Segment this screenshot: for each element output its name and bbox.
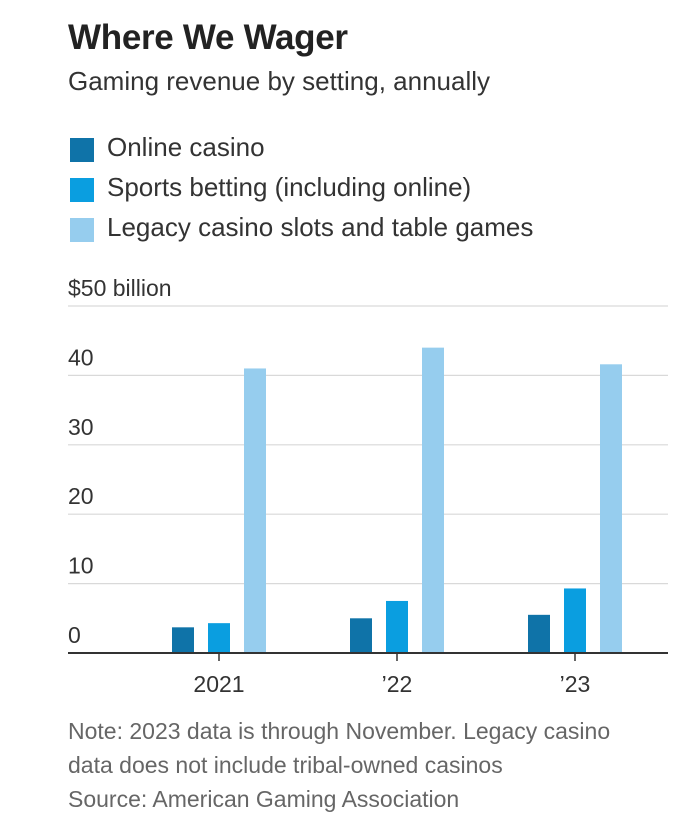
legend-label-legacy-casino: Legacy casino slots and table games bbox=[107, 212, 534, 242]
chart-title: Where We Wager bbox=[68, 18, 348, 57]
y-tick-label-0: 0 bbox=[68, 622, 81, 648]
y-tick-label-50: $50 billion bbox=[68, 275, 172, 301]
legend-label-online-casino: Online casino bbox=[107, 132, 265, 162]
y-tick-label-30: 30 bbox=[68, 414, 94, 440]
bar-sports-betting-including-online-22 bbox=[386, 600, 408, 653]
x-tick-label-22: ’22 bbox=[382, 671, 413, 697]
y-tick-label-10: 10 bbox=[68, 553, 94, 579]
y-tick-label-40: 40 bbox=[68, 344, 94, 370]
bar-legacy-casino-slots-and-table-games-22 bbox=[422, 347, 444, 653]
y-tick-label-20: 20 bbox=[68, 483, 94, 509]
legend-label-sports-betting: Sports betting (including online) bbox=[107, 172, 472, 202]
chart-notes: Note: 2023 data is through November. Leg… bbox=[68, 714, 668, 816]
legend-swatch-online-casino bbox=[70, 138, 94, 162]
bar-online-casino-22 bbox=[350, 618, 372, 653]
bar-online-casino-2021 bbox=[172, 627, 194, 653]
source-line: Source: American Gaming Association bbox=[68, 786, 460, 812]
bar-online-casino-23 bbox=[528, 614, 550, 653]
legend-swatch-sports-betting bbox=[70, 178, 94, 202]
note-line-1: Note: 2023 data is through November. Leg… bbox=[68, 718, 611, 744]
bar-legacy-casino-slots-and-table-games-23 bbox=[600, 364, 622, 653]
x-tick-label-2021: 2021 bbox=[193, 671, 244, 697]
chart-subtitle: Gaming revenue by setting, annually bbox=[68, 66, 491, 96]
bar-sports-betting-including-online-2021 bbox=[208, 623, 230, 653]
x-tick-label-23: ’23 bbox=[560, 671, 591, 697]
legend-swatch-legacy-casino bbox=[70, 218, 94, 242]
bar-chart: 0 10 20 30 40 $50 billion 2021 ’22 ’23 bbox=[68, 275, 668, 697]
bar-legacy-casino-slots-and-table-games-2021 bbox=[244, 368, 266, 653]
bar-sports-betting-including-online-23 bbox=[564, 588, 586, 653]
note-line-2: data does not include tribal-owned casin… bbox=[68, 752, 503, 778]
